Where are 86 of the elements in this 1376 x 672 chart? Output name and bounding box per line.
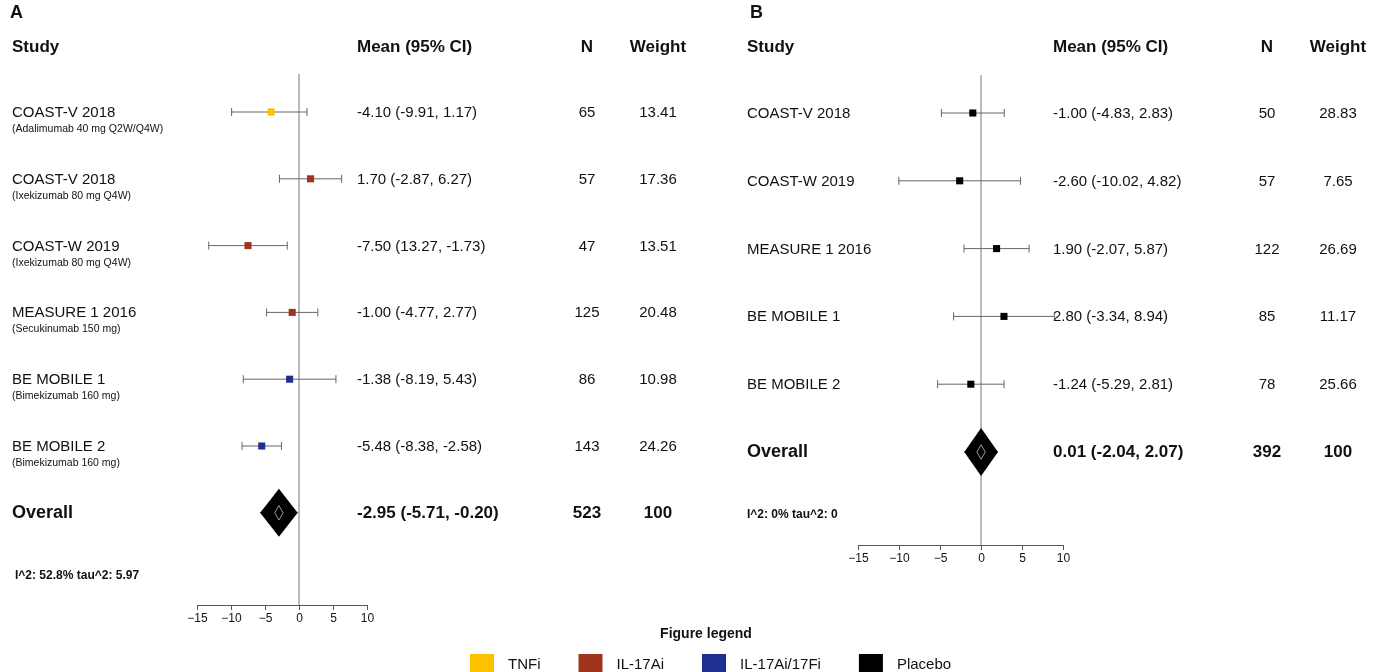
text: 125 [574, 303, 600, 321]
text: N [1260, 37, 1274, 56]
x-tick-label: −15 [848, 550, 869, 565]
point [1000, 312, 1008, 320]
text: 50 [1258, 104, 1276, 121]
point [307, 175, 315, 183]
annotation: -2.60 (-10.02, 4.82) [1053, 171, 1182, 189]
text: 24.26 [639, 437, 677, 454]
y-tick-label: Overall [747, 441, 809, 461]
text: 13.41 [639, 103, 677, 120]
text: N [580, 37, 594, 56]
y-axis-title: Study [12, 37, 60, 56]
text: 57 [1258, 171, 1276, 189]
y-tick-label: MEASURE 1 2016 [747, 239, 872, 257]
legend-title: Figure legend [660, 625, 752, 641]
legend-label: IL-17Ai [616, 655, 665, 672]
text: 26.69 [1319, 239, 1357, 257]
point [956, 177, 964, 185]
legend-label: IL-17Ai/17Fi [740, 655, 821, 672]
text: 25.66 [1319, 375, 1357, 393]
annotation: -4.10 (-9.91, 1.17) [357, 103, 478, 120]
text: Weight [1309, 37, 1367, 56]
text: I^2: 52.8% tau^2: 5.97 [15, 567, 140, 582]
annotation: -1.00 (-4.77, 2.77) [357, 303, 478, 321]
point [993, 245, 1001, 253]
annotation: -7.50 (13.27, -1.73) [357, 236, 486, 254]
annotation: -2.95 (-5.71, -0.20) [357, 502, 499, 522]
legend-label: TNFi [508, 655, 541, 672]
x-tick-label: −5 [258, 610, 273, 625]
text: 10.98 [639, 370, 677, 388]
x-tick-label: −10 [221, 610, 242, 625]
annotation: 2.80 (-3.34, 8.94) [1053, 307, 1169, 325]
point [969, 109, 977, 117]
y-tick-label: Overall [12, 501, 74, 522]
text: Mean (95% CI) [1053, 37, 1169, 56]
x-tick-label: 5 [1019, 550, 1027, 565]
text: Placebo [896, 655, 952, 672]
annotation: -1.00 (-4.83, 2.83) [1053, 104, 1174, 121]
point [267, 108, 275, 116]
text: 86 [578, 370, 596, 388]
annotation: -1.38 (-8.19, 5.43) [357, 370, 478, 388]
text: 100 [1323, 442, 1353, 461]
x-tick-label: −15 [187, 610, 208, 625]
y-tick-label: BE MOBILE 1 [747, 307, 841, 325]
annotation: 0.01 (-2.04, 2.07) [1053, 442, 1184, 461]
text: 17.36 [639, 169, 677, 187]
point [244, 242, 252, 250]
text: Mean (95% CI) [357, 37, 473, 56]
y-tick-label: COAST-W 2019 [747, 171, 855, 189]
text: 85 [1258, 307, 1276, 325]
x-tick-label: 10 [1056, 550, 1071, 565]
text: 11.17 [1319, 307, 1357, 325]
annotation: 1.90 (-2.07, 5.87) [1053, 239, 1169, 257]
text: 20.48 [639, 303, 677, 321]
text: Weight [629, 37, 687, 56]
point [258, 442, 266, 450]
x-tick-label: −10 [889, 550, 910, 565]
text: 523 [572, 502, 602, 522]
point [288, 308, 296, 316]
x-tick-label: 10 [360, 610, 375, 625]
x-tick-label: −5 [933, 550, 948, 565]
x-tick-label: 5 [330, 610, 338, 625]
text: 78 [1258, 375, 1276, 393]
point [286, 375, 294, 383]
text: 122 [1254, 239, 1280, 257]
point [967, 380, 975, 388]
x-tick-label: 0 [978, 550, 986, 565]
text: 392 [1252, 442, 1282, 461]
annotation: -1.24 (-5.29, 2.81) [1053, 375, 1174, 393]
text: 65 [578, 103, 596, 120]
chart-title: B [750, 2, 763, 22]
text: 57 [578, 169, 596, 187]
text: 13.51 [639, 236, 677, 254]
text: 28.83 [1319, 104, 1357, 121]
y-axis-title: Study [747, 37, 795, 56]
text: 100 [643, 502, 673, 522]
text: A [10, 2, 23, 22]
y-tick-label: COAST-V 2018 [747, 104, 851, 121]
y-tick-label: BE MOBILE 2 [747, 375, 841, 393]
text: 7.65 [1323, 171, 1353, 189]
x-tick-label: 0 [296, 610, 304, 625]
annotation: 1.70 (-2.87, 6.27) [357, 169, 473, 187]
text: I^2: 0% tau^2: 0 [747, 507, 839, 521]
annotation: -5.48 (-8.38, -2.58) [357, 437, 483, 454]
text: 47 [578, 236, 596, 254]
text: 143 [574, 437, 600, 454]
